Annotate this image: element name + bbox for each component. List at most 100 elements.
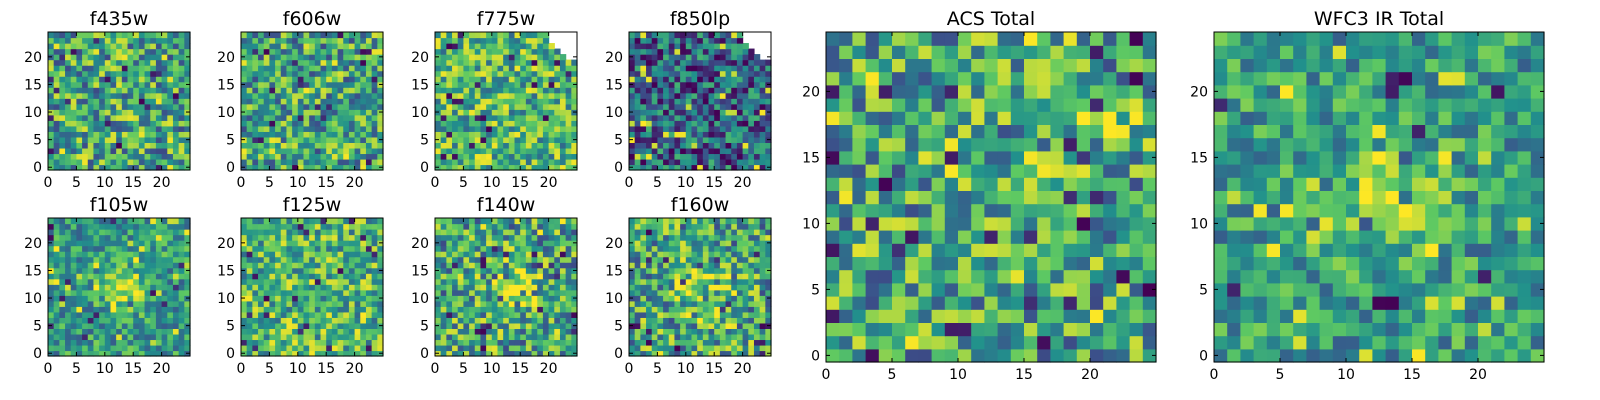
heatmap-cell bbox=[320, 81, 327, 88]
heatmap-cell bbox=[457, 48, 464, 55]
heatmap-cell bbox=[440, 344, 447, 352]
heatmap-cell bbox=[297, 267, 305, 274]
heatmap-cell bbox=[65, 240, 72, 247]
heatmap-cell bbox=[252, 267, 259, 274]
heatmap-cell bbox=[292, 87, 299, 94]
heatmap-cell bbox=[634, 32, 641, 39]
heatmap-cell bbox=[93, 120, 100, 127]
heatmap-cell bbox=[537, 92, 544, 99]
heatmap-cell bbox=[178, 317, 185, 324]
heatmap-cell bbox=[708, 98, 715, 105]
heatmap-cell bbox=[303, 344, 310, 352]
heatmap-cell bbox=[663, 333, 670, 341]
heatmap-cell bbox=[246, 164, 253, 171]
heatmap-cell bbox=[685, 317, 693, 324]
heatmap-cell bbox=[657, 98, 664, 105]
heatmap-cell bbox=[303, 223, 310, 230]
heatmap-cell bbox=[731, 262, 738, 269]
heatmap-cell bbox=[565, 267, 572, 274]
heatmap-cell bbox=[714, 278, 721, 285]
heatmap-cell bbox=[634, 76, 641, 83]
heatmap-cell bbox=[565, 262, 572, 269]
heatmap-cell bbox=[246, 218, 253, 225]
heatmap-cell bbox=[640, 339, 647, 346]
heatmap-cell bbox=[263, 76, 270, 83]
heatmap-cell bbox=[674, 109, 681, 116]
heatmap-cell bbox=[559, 289, 567, 296]
heatmap-cell bbox=[525, 37, 533, 44]
heatmap-cell bbox=[178, 256, 185, 263]
heatmap-cell bbox=[497, 317, 504, 324]
heatmap-cell bbox=[725, 147, 732, 155]
heatmap-cell bbox=[697, 267, 704, 274]
heatmap-cell bbox=[354, 54, 361, 61]
heatmap-cell bbox=[674, 43, 681, 50]
heatmap-cell bbox=[121, 70, 129, 77]
heatmap-cell bbox=[548, 70, 555, 77]
heatmap-cell bbox=[629, 120, 636, 127]
heatmap-cell bbox=[657, 311, 664, 318]
heatmap-cell bbox=[263, 147, 270, 155]
heatmap-cell bbox=[571, 278, 578, 285]
heatmap-cell bbox=[246, 322, 253, 329]
heatmap-cell bbox=[138, 54, 146, 61]
heatmap-cell bbox=[548, 289, 555, 296]
heatmap-cell bbox=[480, 48, 487, 55]
heatmap-cell bbox=[354, 344, 361, 352]
heatmap-cell bbox=[685, 295, 693, 302]
heatmap-cell bbox=[731, 32, 738, 39]
heatmap-cell bbox=[446, 273, 453, 280]
y-tick-label: 5 bbox=[33, 133, 42, 149]
heatmap-cell bbox=[275, 131, 282, 138]
heatmap-cell bbox=[348, 262, 356, 269]
heatmap-cell bbox=[497, 267, 504, 274]
heatmap-cell bbox=[343, 81, 350, 88]
heatmap-cell bbox=[520, 295, 527, 302]
heatmap-cell bbox=[480, 234, 487, 241]
heatmap-cell bbox=[674, 153, 681, 160]
axes-frame bbox=[240, 31, 384, 171]
heatmap-cell bbox=[53, 65, 60, 72]
heatmap-cell bbox=[719, 328, 727, 335]
heatmap-cell bbox=[474, 333, 482, 341]
heatmap-cell bbox=[742, 350, 749, 357]
heatmap-cell bbox=[155, 333, 163, 341]
heatmap-cell bbox=[520, 59, 527, 66]
heatmap-cell bbox=[133, 278, 140, 285]
x-tick-label: 10 bbox=[96, 361, 114, 377]
heatmap-cell bbox=[167, 328, 174, 335]
heatmap-cell bbox=[702, 306, 710, 313]
heatmap-cell bbox=[565, 344, 572, 352]
heatmap-cell bbox=[167, 322, 174, 329]
heatmap-cell bbox=[680, 103, 687, 110]
heatmap-cell bbox=[486, 37, 493, 44]
heatmap-cell bbox=[65, 70, 72, 77]
heatmap-cell bbox=[53, 289, 60, 296]
heatmap-cell bbox=[542, 109, 550, 116]
heatmap-cell bbox=[640, 311, 647, 318]
heatmap-cell bbox=[674, 350, 681, 357]
heatmap-cell bbox=[440, 240, 447, 247]
heatmap-cell bbox=[178, 300, 185, 307]
heatmap-cell bbox=[702, 37, 710, 44]
heatmap-cell bbox=[275, 114, 282, 121]
heatmap-cell bbox=[184, 103, 191, 110]
heatmap-cell bbox=[99, 103, 106, 110]
heatmap-cell bbox=[714, 328, 721, 335]
heatmap-cell bbox=[640, 87, 647, 94]
heatmap-cell bbox=[348, 59, 356, 66]
heatmap-cell bbox=[548, 218, 555, 225]
heatmap-cell bbox=[354, 300, 361, 307]
heatmap-cell bbox=[548, 278, 555, 285]
heatmap-cell bbox=[537, 32, 544, 39]
heatmap-cell bbox=[377, 284, 384, 291]
heatmap-cell bbox=[748, 48, 755, 55]
heatmap-cell bbox=[82, 153, 89, 160]
heatmap-cell bbox=[731, 92, 738, 99]
heatmap-cell bbox=[133, 245, 140, 252]
heatmap-cell bbox=[76, 322, 83, 329]
heatmap-cell bbox=[104, 131, 112, 138]
heatmap-cell bbox=[348, 328, 356, 335]
heatmap-cell bbox=[674, 136, 681, 143]
heatmap-cell bbox=[668, 273, 676, 280]
